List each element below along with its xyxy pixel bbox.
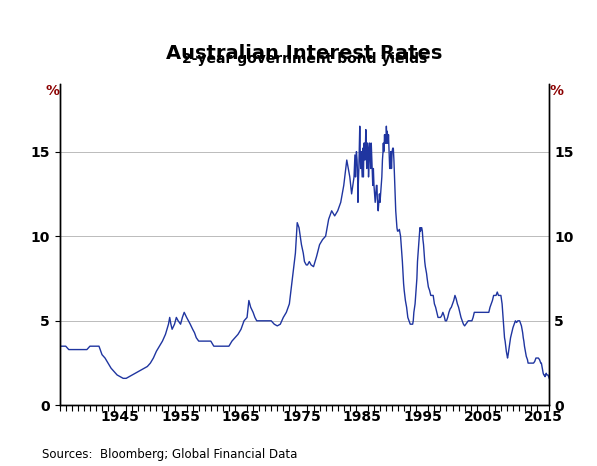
Text: 2-year government bond yields: 2-year government bond yields [182,52,427,66]
Text: %: % [549,84,563,98]
Text: Sources:  Bloomberg; Global Financial Data: Sources: Bloomberg; Global Financial Dat… [42,448,297,461]
Text: %: % [46,84,60,98]
Title: Australian Interest Rates: Australian Interest Rates [167,44,442,63]
